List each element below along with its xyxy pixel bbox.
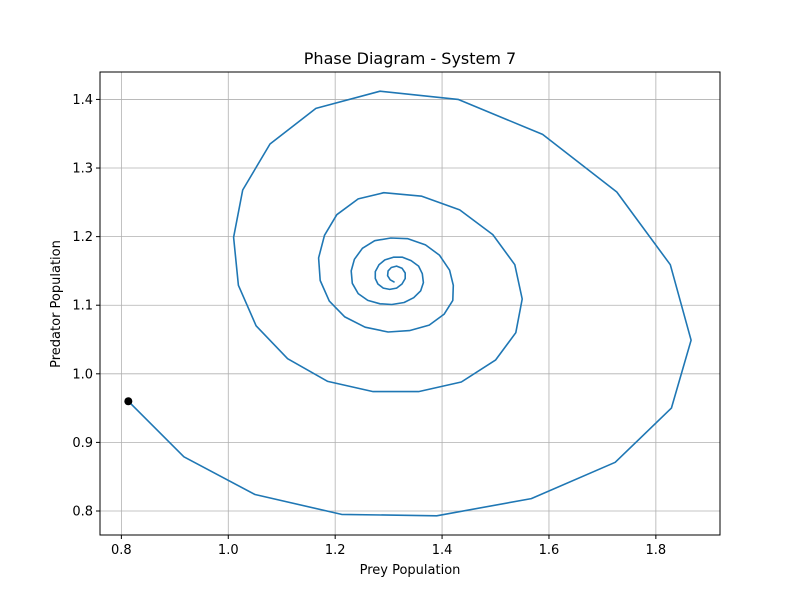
x-tick-label: 1.6 <box>539 543 560 558</box>
y-tick-label: 1.1 <box>72 299 93 314</box>
y-tick-label: 1.3 <box>72 162 93 177</box>
y-tick-label: 1.2 <box>72 230 93 245</box>
y-tick-label: 0.9 <box>72 436 93 451</box>
x-tick-label: 1.4 <box>432 543 453 558</box>
plot-area <box>124 90 692 517</box>
chart-title: Phase Diagram - System 7 <box>304 49 516 68</box>
y-tick-label: 1.4 <box>72 93 93 108</box>
x-axis-label: Prey Population <box>360 563 461 578</box>
grid <box>100 72 720 535</box>
y-axis-label: Predator Population <box>49 240 64 368</box>
y-tick-label: 1.0 <box>72 367 93 382</box>
axes-frame <box>99 71 721 536</box>
x-tick-label: 1.2 <box>325 543 346 558</box>
x-tick-label: 1.8 <box>646 543 667 558</box>
trajectory-line <box>127 90 692 517</box>
x-tick-label: 1.0 <box>218 543 239 558</box>
ticks: 0.8 1.0 1.2 1.4 1.6 1.8 0.8 0.9 1.0 1.1 1.2 1.3 1.4 <box>72 93 666 558</box>
x-tick-label: 0.8 <box>111 543 132 558</box>
start-point-marker <box>124 397 133 406</box>
y-tick-label: 0.8 <box>72 504 93 519</box>
